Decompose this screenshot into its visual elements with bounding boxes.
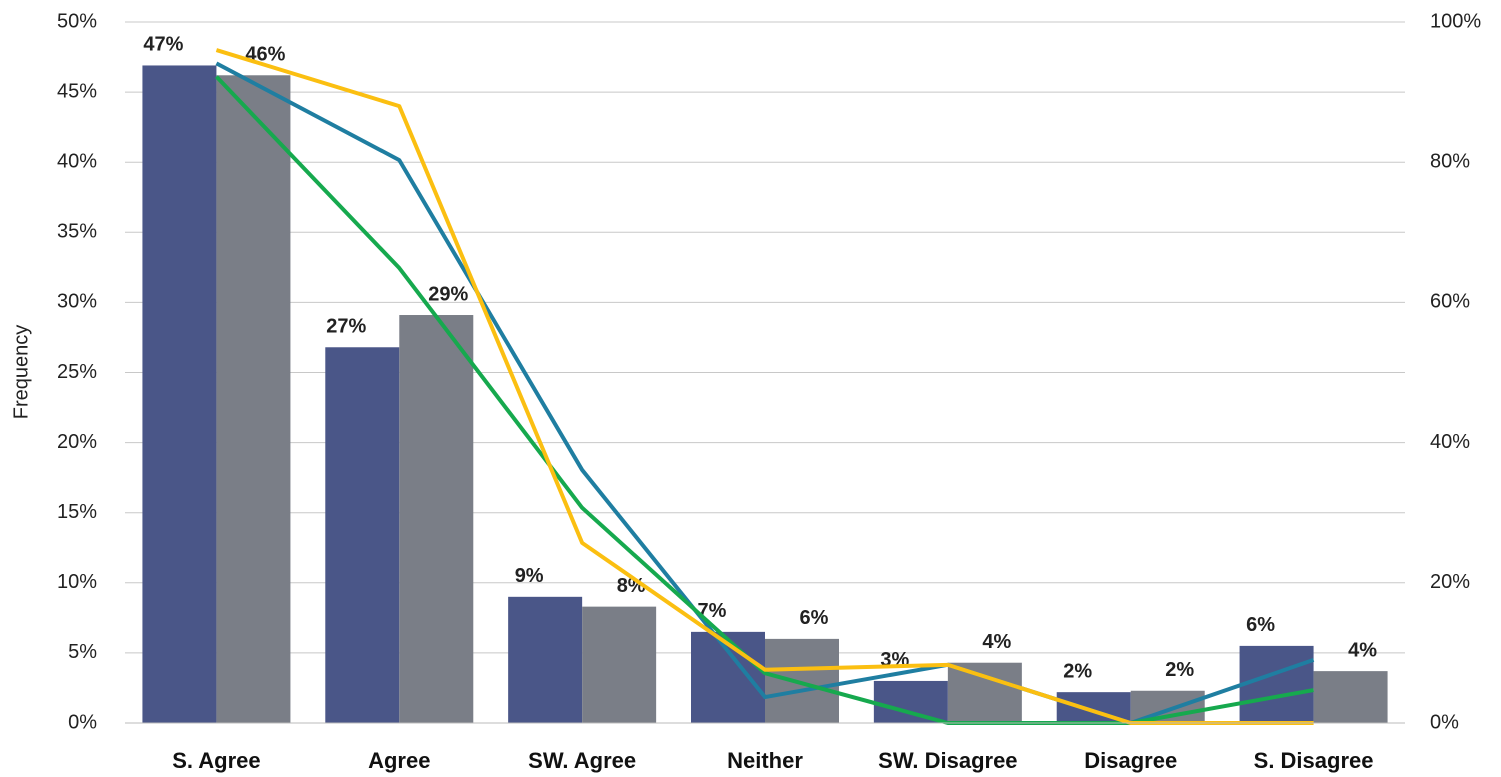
x-tick-label: Neither [727,748,803,773]
y-tick-label: 25% [57,361,97,383]
value-label: 6% [1246,614,1275,636]
x-tick-label: SW. Agree [528,748,636,773]
x-tick-label: S. Disagree [1254,748,1374,773]
y2-tick-label: 100% [1430,10,1481,32]
bar [691,631,765,723]
value-label: 2% [1165,659,1194,681]
y-tick-label: 0% [68,711,97,733]
bar [216,75,291,723]
y-tick-label: 10% [57,571,97,593]
value-label: 9% [515,565,544,587]
bar [508,596,583,723]
y2-tick-label: 40% [1430,431,1470,453]
x-tick-label: S. Agree [172,748,260,773]
bar [765,638,839,723]
y-tick-label: 45% [57,80,97,102]
bar [582,606,657,723]
y-tick-label: 50% [57,10,97,32]
bar [142,65,217,724]
bar [873,680,948,723]
y2-tick-label: 20% [1430,571,1470,593]
value-label: 29% [428,283,468,305]
y2-tick-label: 60% [1430,291,1470,313]
y-tick-label: 5% [68,641,97,663]
y-tick-label: 35% [57,221,97,243]
value-label: 6% [800,607,829,629]
x-tick-label: Agree [368,748,430,773]
value-label: 4% [982,631,1011,653]
bar [1313,671,1388,723]
y-tick-label: 40% [57,150,97,172]
y2-tick-label: 0% [1430,711,1459,733]
x-tick-label: SW. Disagree [878,748,1017,773]
bar [1239,645,1314,723]
value-label: 27% [326,316,366,338]
bar [399,315,474,723]
y-tick-label: 15% [57,501,97,523]
bar [947,662,1022,723]
y-axis-label: Frequency [10,325,32,420]
y-tick-label: 30% [57,291,97,313]
value-label: 47% [143,34,183,56]
x-tick-label: Disagree [1084,748,1177,773]
value-label: 4% [1348,639,1377,661]
value-label: 2% [1063,660,1092,682]
y2-tick-label: 80% [1430,150,1470,172]
bar [325,347,400,723]
y-tick-label: 20% [57,431,97,453]
